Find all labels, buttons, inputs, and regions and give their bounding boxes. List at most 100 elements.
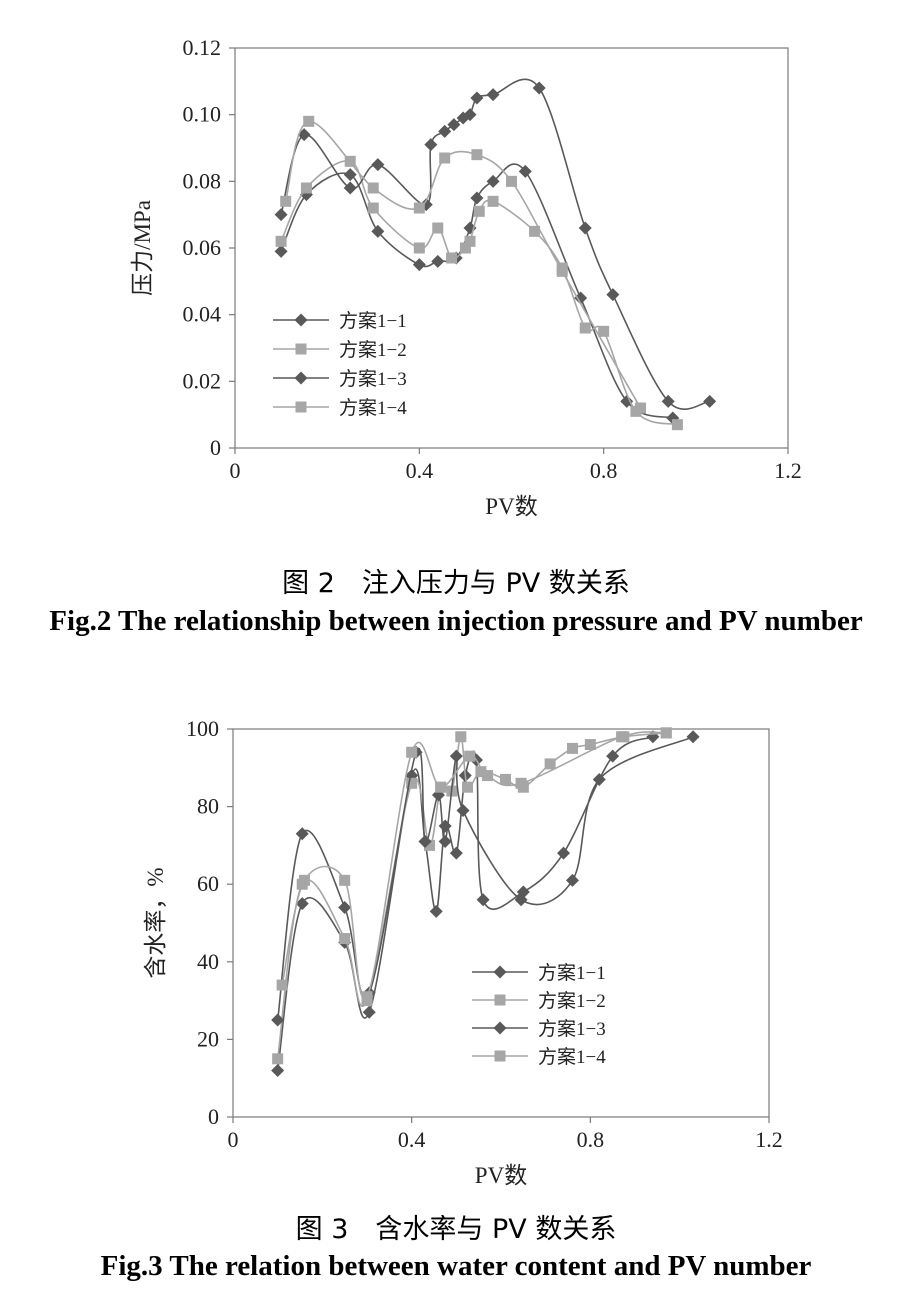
fig2-y-tick-label: 0.10 <box>183 102 222 127</box>
fig2-series-2-point <box>300 182 312 194</box>
fig2-series-4-point <box>303 115 315 127</box>
fig3-caption-cn: 图 3 含水率与 PV 数关系 <box>295 1214 617 1245</box>
fig2-series-2-point <box>579 322 591 334</box>
fig2-series-4-point <box>556 265 568 277</box>
fig2-series-3 <box>274 78 717 410</box>
fig3-series-3-point <box>338 900 352 914</box>
fig2-series-3-point <box>532 81 546 95</box>
fig2-series-2-point <box>275 235 287 247</box>
fig2-caption-cn: 图 2 注入压力与 PV 数关系 <box>282 568 630 599</box>
fig2-series-2-point <box>459 242 471 254</box>
fig3-series-4-point <box>339 874 351 886</box>
fig2-x-tick-label: 0.4 <box>406 458 434 483</box>
fig2-y-tick-label: 0 <box>210 435 221 460</box>
fig2-legend-label: 方案1−3 <box>339 368 407 390</box>
fig2-series-3-point <box>447 118 461 132</box>
fig3-legend-marker <box>494 994 506 1006</box>
fig2-series-1-point <box>486 174 500 188</box>
fig2-series-2-point <box>473 205 485 217</box>
pressure-chart: 0 0.4 0.8 1.2 0 0.02 0.04 0.06 0.08 0.10 0.12 PV数 压力… <box>130 35 802 519</box>
fig3-y-tick-label: 40 <box>197 949 219 974</box>
fig3-legend-marker <box>493 1021 507 1035</box>
fig2-x-axis-title: PV数 <box>485 494 537 519</box>
fig2-series-4-point <box>471 149 483 161</box>
fig2-series-3-point <box>578 221 592 235</box>
fig3-legend-label: 方案1−2 <box>538 990 606 1012</box>
fig2-y-tick-label: 0.08 <box>183 168 222 193</box>
fig2-series-4-point <box>506 175 517 187</box>
fig3-series-4-point <box>482 770 494 782</box>
fig2-series-2-point <box>487 195 499 207</box>
fig2-series-2-point <box>598 325 610 337</box>
fig3-series-4-point <box>616 731 628 743</box>
fig3-series-4-point <box>298 874 310 886</box>
fig2-legend-label: 方案1−4 <box>339 397 407 419</box>
fig3-series-3-point <box>271 1013 285 1027</box>
fig2-series-4-point <box>413 202 425 214</box>
fig3-series-4 <box>276 727 672 1003</box>
fig2-series-3-point <box>424 138 438 152</box>
fig2-series-3-point <box>661 394 675 408</box>
fig3-series-2-point <box>339 933 351 945</box>
fig3-series-4-point <box>361 991 373 1003</box>
fig3-series-2-point <box>424 839 436 851</box>
fig2-series-2-point <box>464 235 476 247</box>
fig3-caption-en: Fig.3 The relation between water content… <box>100 1250 812 1282</box>
fig2-series-4 <box>280 115 647 414</box>
fig2-series-1-point <box>371 224 385 238</box>
fig2-series-4-point <box>635 402 647 414</box>
fig2-legend-label: 方案1−1 <box>339 310 407 332</box>
fig2-y-tick-label: 0.04 <box>183 302 222 327</box>
fig3-series-2-point <box>272 1053 284 1065</box>
fig2-series-2-point <box>446 252 458 264</box>
fig3-series-3 <box>271 730 700 1027</box>
fig2-series-2-point <box>529 225 541 237</box>
fig2-series-4-point <box>367 182 379 194</box>
fig2-series-3-point <box>274 208 288 222</box>
fig3-y-axis-title: 含水率，% <box>143 867 168 978</box>
fig3-legend-marker <box>493 965 507 979</box>
fig3-series-4-point <box>435 781 447 793</box>
fig3-series-2-point <box>584 739 596 751</box>
fig2-series-1-point <box>620 394 634 408</box>
fig2-series-1-point <box>412 258 426 272</box>
fig2-y-tick-label: 0.02 <box>183 368 222 393</box>
fig2-series-3-point <box>463 108 477 122</box>
fig3-series-4-point <box>406 746 418 758</box>
fig3-plot-frame <box>232 728 770 1118</box>
fig3-series-3-point <box>686 730 700 744</box>
fig3-x-axis-title: PV数 <box>475 1163 527 1188</box>
fig3-series-3-point <box>418 835 432 849</box>
fig3-series-2-point <box>406 777 418 789</box>
fig3-y-tick-label: 20 <box>197 1026 219 1051</box>
fig2-series-2-point <box>671 419 683 431</box>
fig2-series-1-point <box>470 191 484 205</box>
fig3-x-tick-label: 0.8 <box>577 1127 605 1152</box>
fig3-x-tick-label: 0 <box>228 1127 239 1152</box>
fig3-series-1-point <box>295 897 309 911</box>
fig2-series-1-point <box>343 168 357 182</box>
fig3-series-1-point <box>271 1063 285 1077</box>
fig2-x-tick-label: 0 <box>230 458 241 483</box>
fig3-x-tick-label: 0.4 <box>398 1127 426 1152</box>
fig2-y-tick-label: 0.12 <box>183 35 222 60</box>
fig2-legend-label: 方案1−2 <box>339 339 407 361</box>
fig2-series-1-point <box>574 291 588 305</box>
fig3-legend-label: 方案1−4 <box>538 1046 606 1068</box>
fig2-series-1-point <box>518 164 532 178</box>
fig3-series-3-point <box>565 873 579 887</box>
fig2-series-2-point <box>432 222 444 234</box>
fig3-series-1-point <box>429 904 443 918</box>
fig3-series-4-point <box>276 979 288 991</box>
fig3-y-tick-label: 80 <box>197 794 219 819</box>
fig2-legend-marker <box>295 343 307 355</box>
fig3-series-1-point <box>606 749 620 763</box>
fig2-series-3-point <box>438 124 452 138</box>
fig3-series-3-point <box>514 893 528 907</box>
fig3-series-2-point <box>462 781 473 793</box>
fig3-series-3-point <box>438 835 452 849</box>
fig3-series-1-point <box>438 819 452 833</box>
fig3-y-tick-label: 0 <box>208 1104 219 1129</box>
fig3-series-4-point <box>464 750 476 762</box>
fig3-series-2-point <box>455 731 467 743</box>
